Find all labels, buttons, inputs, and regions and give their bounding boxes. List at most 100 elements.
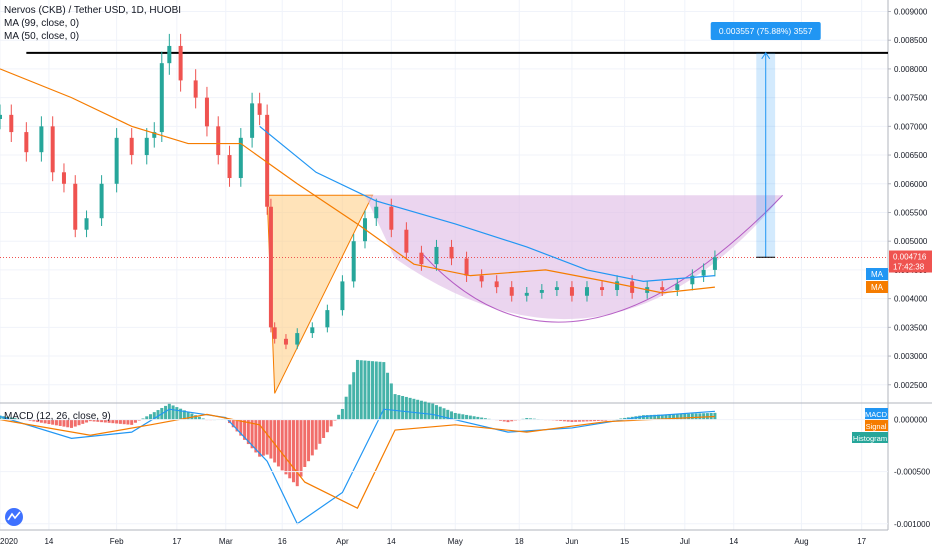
candle-body <box>660 287 665 291</box>
macd-histogram-bar <box>419 400 423 420</box>
macd-histogram-bar <box>103 419 107 423</box>
macd-histogram-bar <box>194 415 198 420</box>
macd-histogram-bar <box>32 419 36 422</box>
macd-histogram-bar <box>442 408 446 420</box>
macd-histogram-bar <box>438 406 442 420</box>
candle-body <box>99 183 104 219</box>
macd-tick-label: -0.000500 <box>894 468 931 477</box>
macd-histogram-bar <box>461 414 465 420</box>
candle-body <box>351 241 356 282</box>
macd-histogram-bar <box>589 419 593 422</box>
macd-legend: MACD (12, 26, close, 9) <box>4 411 111 422</box>
price-tick-label: 0.006000 <box>894 180 928 189</box>
macd-histogram-bar <box>36 419 40 423</box>
candle-body <box>129 137 134 156</box>
candle-body <box>178 45 183 81</box>
time-axis-label: Jul <box>680 537 690 546</box>
macd-histogram-bar <box>299 419 303 477</box>
macd-histogram-bar <box>713 412 717 420</box>
macd-histogram-bar <box>367 360 371 420</box>
macd-histogram-bar <box>468 415 472 420</box>
macd-histogram-bar <box>254 419 258 453</box>
macd-histogram-bar <box>363 360 367 420</box>
ma99-legend: MA (99, close, 0) <box>4 18 80 29</box>
macd-histogram-bar <box>525 418 529 420</box>
macd-histogram-bar <box>81 419 85 424</box>
macd-histogram-bar <box>502 419 506 422</box>
macd-histogram-bar <box>73 419 77 427</box>
macd-histogram-bar <box>378 361 382 420</box>
macd-histogram-bar <box>574 419 578 422</box>
macd-histogram-bar <box>122 419 126 425</box>
measure-label-box <box>710 22 821 40</box>
macd-histogram-bar <box>623 417 627 420</box>
time-axis-label: 16 <box>278 537 287 546</box>
macd-histogram-bar <box>581 419 585 422</box>
ma99-line <box>259 125 715 283</box>
macd-histogram-bar <box>566 419 570 422</box>
candle-body <box>50 126 55 173</box>
macd-histogram-bar <box>401 395 405 420</box>
macd-histogram-bar <box>559 419 563 421</box>
macd-histogram-bar <box>664 414 668 420</box>
candle-body <box>250 103 255 138</box>
ma50-line <box>0 68 715 294</box>
macd-histogram-bar <box>529 418 533 420</box>
candle-body <box>434 246 439 265</box>
macd-histogram-bar <box>175 407 179 420</box>
macd-histogram-bar <box>453 412 457 420</box>
macd-histogram-bar <box>457 413 461 420</box>
macd-histogram-bar <box>483 418 487 420</box>
macd-histogram-bar <box>596 419 600 421</box>
candle-body <box>479 275 484 282</box>
macd-histogram-bar <box>152 412 156 420</box>
macd-histogram-bar <box>675 414 679 420</box>
price-tick-label: 0.009000 <box>894 7 928 16</box>
ma50-legend: MA (50, close, 0) <box>4 31 80 42</box>
macd-histogram-bar <box>660 414 664 420</box>
macd-histogram-bar <box>702 413 706 420</box>
candle-body <box>449 246 454 259</box>
macd-histogram-bar <box>472 416 476 420</box>
macd-histogram-bar <box>698 413 702 420</box>
candle-body <box>167 45 172 64</box>
macd-histogram-bar <box>446 409 450 420</box>
macd-histogram-bar <box>344 396 348 420</box>
macd-histogram-bar <box>0 415 2 420</box>
candle-body <box>569 287 574 296</box>
macd-histogram-bar <box>476 416 480 420</box>
candle-body <box>340 281 345 311</box>
macd-histogram-bar <box>171 405 175 420</box>
price-tick-label: 0.006500 <box>894 151 928 160</box>
candle-body <box>0 114 2 119</box>
macd-histogram-bar <box>164 405 168 420</box>
macd-histogram-bar <box>386 372 390 420</box>
macd-histogram-bar <box>570 419 574 422</box>
candle-body <box>227 155 232 179</box>
macd-histogram-bar <box>683 413 687 420</box>
candle-body <box>272 327 277 339</box>
candle-body <box>152 132 157 138</box>
candle-body <box>265 114 270 207</box>
macd-histogram-bar <box>604 419 608 421</box>
price-tick-label: 0.007000 <box>894 122 928 131</box>
price-tick-label: 0.003500 <box>894 323 928 332</box>
macd-histogram-bar <box>465 414 469 420</box>
macd-histogram-bar <box>295 419 299 487</box>
time-axis-label: Aug <box>794 537 808 546</box>
price-tick-label: 0.008000 <box>894 65 928 74</box>
candle-body <box>690 275 695 285</box>
time-axis-label: 18 <box>515 537 524 546</box>
macd-histogram-bar <box>412 398 416 420</box>
time-axis-label: Mar <box>219 537 233 546</box>
candle-body <box>238 137 243 179</box>
macd-histogram-bar <box>243 419 247 440</box>
macd-histogram-bar <box>51 419 55 425</box>
macd-histogram-bar <box>498 419 502 421</box>
candle-body <box>114 137 119 184</box>
macd-histogram-bar <box>186 411 190 420</box>
macd-histogram-bar <box>687 413 691 420</box>
macd-histogram-bar <box>593 419 597 422</box>
ma99-badge <box>866 268 888 280</box>
